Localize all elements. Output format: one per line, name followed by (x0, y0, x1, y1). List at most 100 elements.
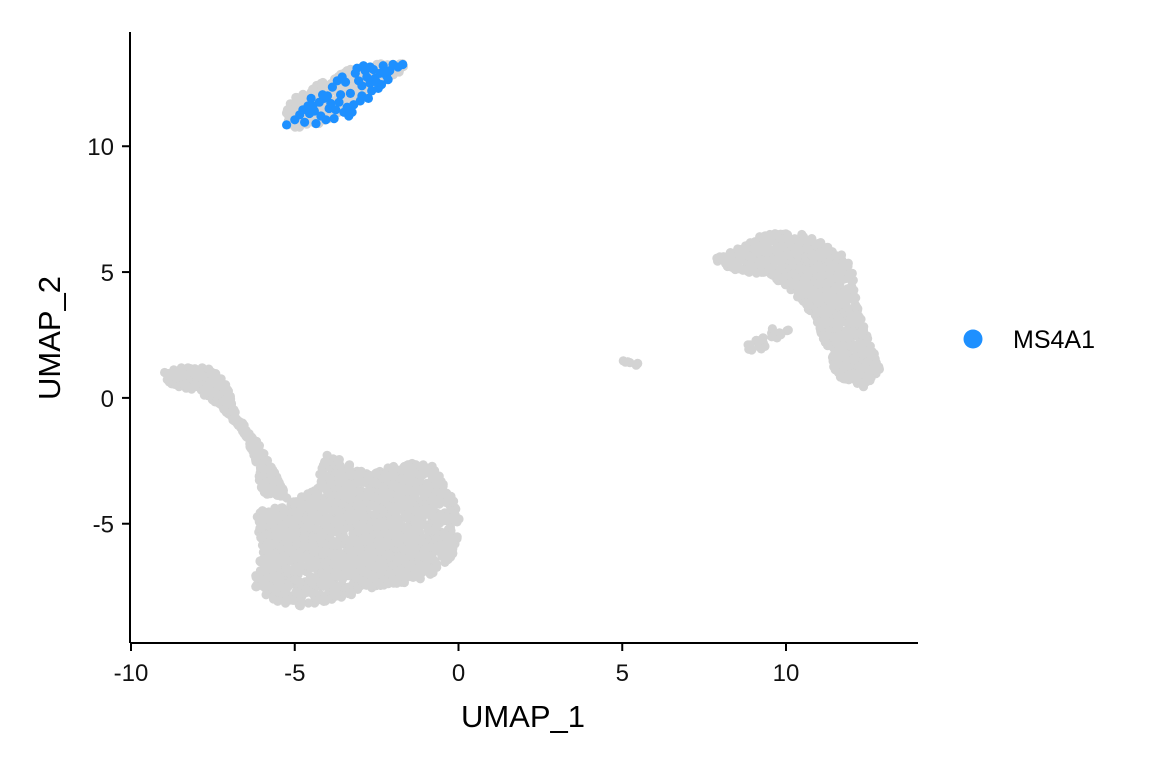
cell-point (285, 107, 295, 117)
cell-point (398, 521, 408, 532)
ms4a1-cell-point (367, 86, 377, 96)
cell-point (290, 122, 300, 132)
cell-point (442, 513, 452, 523)
cell-point (384, 518, 394, 528)
cell-point (837, 317, 847, 327)
cell-point (403, 527, 413, 537)
cell-point (748, 265, 758, 275)
cell-point (801, 264, 811, 274)
cell-point (244, 434, 255, 444)
cell-point (322, 450, 332, 460)
x-axis-ticks: -10 -5 0 5 10 (114, 643, 800, 687)
cell-point (262, 455, 273, 466)
x-tick-label: 10 (773, 660, 800, 687)
cell-point (255, 566, 265, 576)
cell-point (850, 353, 860, 363)
cell-point (812, 307, 823, 317)
cell-point (214, 377, 224, 387)
y-axis-ticks: -5 0 5 10 (87, 134, 130, 539)
cell-point (274, 526, 284, 536)
ms4a1-cell-point (337, 72, 347, 82)
cell-point (378, 541, 388, 552)
cell-point (412, 525, 422, 535)
cell-point (261, 590, 271, 600)
cell-point (346, 588, 356, 598)
cell-point (288, 595, 298, 606)
cell-point (363, 576, 373, 587)
cell-point (289, 497, 299, 507)
cell-point (834, 268, 844, 278)
cell-point (299, 539, 309, 549)
cell-point (337, 499, 347, 509)
background-cells (160, 59, 885, 611)
cell-point (289, 507, 299, 517)
cell-point (262, 572, 272, 583)
cell-point (786, 278, 796, 288)
cell-point (299, 588, 309, 598)
cell-point (362, 567, 372, 577)
cell-point (360, 536, 370, 546)
cell-point (291, 529, 301, 539)
cell-point (344, 484, 354, 494)
cell-point (269, 550, 279, 560)
cell-point (258, 463, 268, 473)
ms4a1-cell-point (383, 75, 393, 85)
ms4a1-cell-point (363, 93, 373, 103)
ms4a1-cell-point (357, 81, 367, 91)
cell-point (369, 478, 379, 488)
cell-point (300, 523, 310, 533)
ms4a1-cell-point (331, 105, 341, 115)
cell-point (778, 255, 788, 265)
cell-point (409, 477, 419, 487)
cell-point (385, 488, 395, 498)
ms4a1-cell-point (300, 117, 310, 127)
cell-point (418, 466, 428, 476)
cell-point (757, 267, 767, 277)
ms4a1-cell-point (326, 98, 336, 109)
x-tick-label: -5 (284, 660, 305, 687)
ms4a1-cell-point (318, 90, 328, 100)
cell-point (258, 506, 268, 516)
cell-point (393, 557, 403, 567)
cell-point (331, 555, 341, 565)
cell-point (284, 547, 294, 557)
cell-point (266, 519, 276, 529)
cell-point (427, 509, 437, 519)
cell-point (344, 462, 354, 472)
cell-point (767, 255, 778, 265)
cell-point (252, 442, 262, 452)
x-tick-label: 5 (616, 660, 629, 687)
cell-point (417, 536, 427, 547)
cell-point (826, 260, 836, 270)
cell-point (816, 264, 826, 274)
cell-point (871, 366, 881, 376)
cell-point (290, 574, 301, 585)
cell-point (179, 380, 189, 390)
cell-point (848, 369, 859, 379)
x-axis-title: UMAP_1 (461, 699, 585, 734)
cell-point (323, 513, 333, 523)
cell-point (270, 485, 280, 495)
cell-point (820, 314, 830, 324)
cell-point (311, 494, 321, 504)
cell-point (225, 398, 236, 408)
cell-point (831, 294, 841, 305)
cell-point (306, 577, 316, 588)
cell-point (406, 545, 416, 556)
cell-point (305, 505, 315, 515)
cell-point (331, 591, 341, 601)
cell-point (345, 545, 355, 555)
cell-point (374, 530, 384, 540)
cell-point (308, 534, 318, 544)
cell-point (404, 538, 415, 548)
cell-point (314, 595, 324, 605)
cell-point (292, 539, 302, 549)
cell-point (441, 530, 451, 541)
x-tick-label: -10 (114, 660, 149, 687)
cell-point (732, 260, 742, 270)
cell-point (844, 326, 854, 336)
cell-point (423, 563, 433, 574)
cell-point (207, 367, 217, 378)
cell-point (824, 270, 834, 280)
